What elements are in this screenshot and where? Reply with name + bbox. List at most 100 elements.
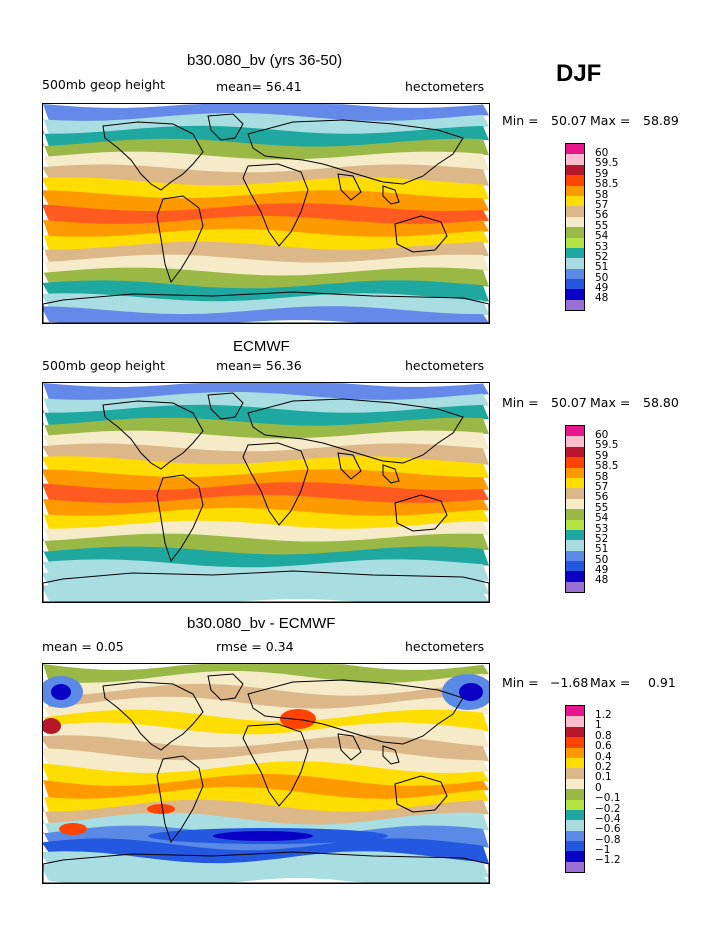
colorbar-label: 49: [595, 282, 609, 295]
contour-band: [43, 664, 489, 684]
colorbar-swatch: [566, 799, 584, 810]
colorbar-label: 0.1: [595, 771, 612, 784]
contour-band: [43, 404, 489, 427]
colorbar-swatch: [566, 446, 584, 458]
colorbar-swatch: [566, 175, 584, 186]
coastline: [242, 723, 309, 807]
panel-3-field: [43, 664, 489, 883]
colorbar-label: 48: [595, 292, 609, 305]
colorbar-swatch: [566, 498, 584, 510]
colorbar-swatch: [566, 164, 584, 176]
colorbar-swatch: [566, 581, 584, 593]
colorbar-label: −0.6: [595, 823, 621, 836]
colorbar-swatch: [566, 571, 584, 582]
contour-band: [43, 267, 489, 290]
contour-band: [43, 748, 489, 775]
colorbar-label: 51: [595, 261, 609, 274]
colorbar-label: 1.2: [595, 709, 612, 721]
contour-band: [43, 293, 489, 316]
coastline: [337, 173, 362, 201]
colorbar-label: 54: [595, 230, 609, 243]
colorbar-label: 51: [595, 543, 609, 556]
contour-band: [43, 280, 489, 303]
colorbar-label: 49: [595, 564, 609, 577]
colorbar-swatch: [566, 289, 584, 300]
contour-band: [43, 572, 489, 595]
panel-1-colorbar: [565, 143, 585, 312]
colorbar-swatch: [566, 509, 584, 520]
coastline: [102, 681, 204, 751]
contour-band: [43, 456, 489, 479]
panel-2-min-value: 50.07: [551, 395, 587, 410]
contour-band: [43, 164, 489, 187]
colorbar-swatch: [566, 820, 584, 831]
colorbar-label: 0.8: [595, 729, 612, 742]
panel-3-min-value: −1.68: [550, 675, 589, 690]
coastline: [102, 121, 204, 191]
panel-2-field: [43, 383, 489, 602]
contour-band: [43, 392, 489, 414]
coastline: [247, 119, 464, 185]
contour-band: [43, 546, 489, 569]
coastline: [337, 733, 362, 761]
colorbar-swatch: [566, 706, 584, 717]
colorbar-swatch: [566, 457, 584, 468]
colorbar-label: 0: [595, 781, 602, 794]
colorbar-swatch: [566, 227, 584, 238]
contour-band: [43, 254, 489, 277]
colorbar-swatch: [566, 540, 584, 551]
colorbar-label: −0.1: [595, 792, 621, 805]
colorbar-swatch: [566, 237, 584, 248]
colorbar-swatch: [566, 477, 584, 489]
colorbar-swatch: [566, 279, 584, 290]
panel-2-variable-label: 500mb geop height: [42, 358, 165, 373]
anomaly-blob: [43, 718, 61, 734]
contour-band: [43, 482, 489, 504]
colorbar-label: 1: [595, 719, 602, 732]
colorbar-label: 0.2: [595, 760, 612, 773]
contour-band: [43, 533, 489, 556]
season-label: DJF: [556, 60, 602, 87]
colorbar-label: 52: [595, 532, 609, 545]
anomaly-blob: [459, 683, 483, 701]
coastline: [207, 113, 244, 141]
panel-3-map: [42, 663, 490, 884]
colorbar-label: 58: [595, 470, 609, 483]
panel-3-rmse-label: rmse = 0.34: [216, 639, 294, 654]
colorbar-swatch: [566, 519, 584, 530]
panel-2-colorbar-labels: 60 59.5 59 58.5 58 57 56 55 54 53 52 51 50 49 48: [595, 430, 618, 586]
colorbar-swatch: [566, 778, 584, 790]
colorbar-label: 58.5: [595, 178, 619, 191]
coastline: [394, 215, 448, 253]
colorbar-label: 60: [595, 147, 609, 159]
panel-2-title: ECMWF: [233, 338, 290, 355]
panel-2-min-label: Min =: [502, 395, 539, 410]
colorbar-label: 52: [595, 250, 609, 263]
panel-1-map: [42, 103, 490, 324]
coastline: [382, 185, 400, 205]
coastline: [207, 392, 244, 420]
colorbar-swatch: [566, 861, 584, 873]
contour-band: [43, 113, 489, 135]
contour-band: [43, 151, 489, 174]
coastline: [382, 464, 400, 484]
colorbar-label: −0.2: [595, 802, 621, 815]
panel-3-mean-label: mean = 0.05: [42, 639, 124, 654]
coastline: [102, 400, 204, 470]
colorbar-swatch: [566, 529, 584, 541]
colorbar-label: −0.4: [595, 812, 621, 825]
colorbar-swatch: [566, 561, 584, 572]
contour-band: [43, 709, 489, 736]
contour-band: [43, 138, 489, 161]
panel-3-title: b30.080_bv - ECMWF: [187, 615, 336, 632]
contour-band: [43, 559, 489, 582]
contour-band: [43, 585, 489, 602]
colorbar-label: 53: [595, 240, 609, 253]
colorbar-label: 59: [595, 449, 609, 462]
coastline: [156, 755, 204, 844]
colorbar-label: −0.8: [595, 833, 621, 846]
colorbar-swatch: [566, 809, 584, 821]
contour-band: [43, 228, 489, 251]
panel-1-field: [43, 104, 489, 323]
panel-3-max-value: 0.91: [648, 675, 676, 690]
